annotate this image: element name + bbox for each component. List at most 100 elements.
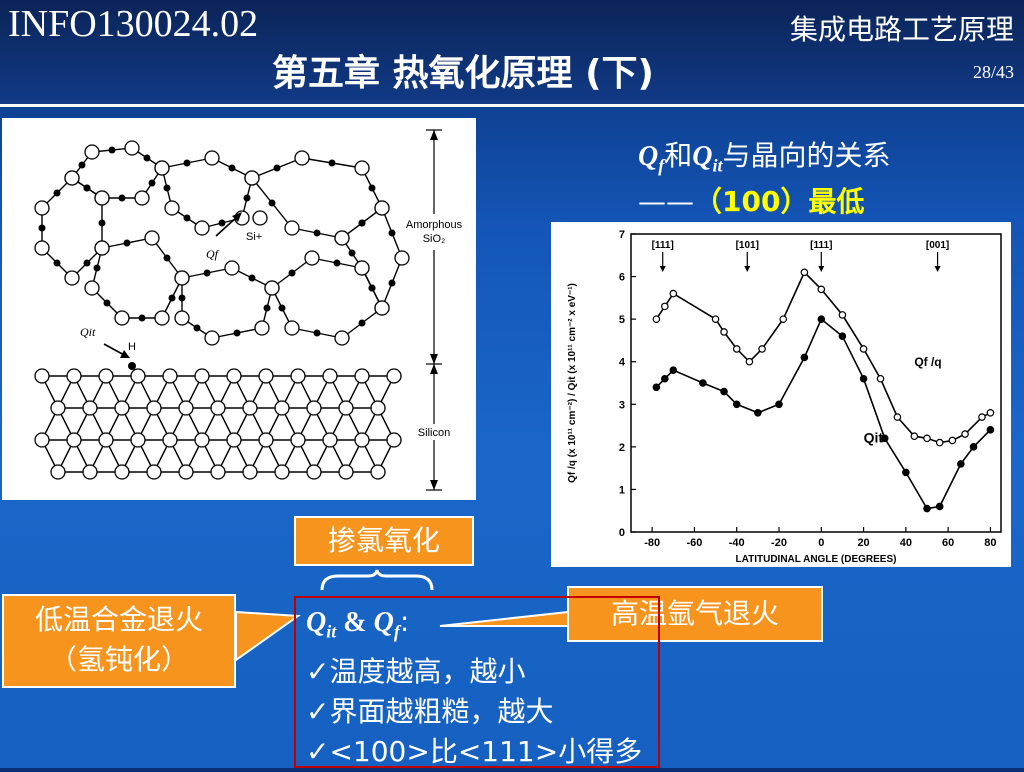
silicon-atom [306, 400, 322, 416]
y-tick-label: 2 [619, 442, 625, 454]
silicon-atom [130, 368, 146, 384]
summary-amp: & [336, 607, 374, 638]
silicon-dot [148, 179, 156, 187]
silicon-dot [183, 159, 191, 167]
silicon-dot [123, 239, 131, 247]
note-qit-symbol: Q [692, 141, 713, 172]
silicon-atom [242, 464, 258, 480]
silicon-atom [114, 464, 130, 480]
data-point [910, 432, 919, 441]
note-rest: 与晶向的关系 [722, 139, 891, 172]
silicon-dot [333, 259, 341, 267]
silicon-dot [348, 249, 356, 257]
x-axis-label: LATITUDINAL ANGLE (DEGREES) [736, 554, 897, 565]
silicon-dot [163, 254, 171, 262]
summary-item-text: 界面越粗糙，越大 [329, 694, 554, 728]
silicon-atom [226, 432, 242, 448]
oxygen-atom [284, 320, 300, 336]
data-point [745, 357, 754, 366]
y-tick-label: 0 [619, 527, 625, 539]
data-point [758, 345, 766, 353]
low-temp-line-2: （氢钝化） [48, 643, 189, 676]
orientation-arrowhead [744, 266, 751, 272]
orientation-label: [101] [736, 240, 759, 251]
relation-note: Qf和Qit与晶向的关系 ——（100）最低 [638, 138, 891, 220]
silicon-atom [258, 368, 274, 384]
silicon-dot [248, 274, 256, 282]
silicon-atom [66, 368, 82, 384]
silicon-atom [194, 368, 210, 384]
label-qit: Qit [80, 325, 96, 339]
data-point [880, 434, 889, 443]
callout-high-temp-anneal: 高温氩气退火 [567, 586, 823, 642]
x-tick-label: 60 [942, 537, 954, 549]
orientation-label: [001] [926, 240, 949, 251]
data-point [986, 426, 995, 434]
note-qit-sub: it [712, 155, 723, 176]
data-point [838, 311, 847, 319]
data-point [969, 443, 978, 451]
silicon-dot [163, 184, 171, 192]
silicon-dot [263, 304, 271, 312]
x-tick-label: 20 [857, 537, 869, 549]
silicon-atom [66, 432, 82, 448]
data-point [699, 379, 707, 387]
oxygen-atom [204, 150, 220, 166]
x-tick-label: -40 [729, 537, 745, 549]
summary-qit-sub: it [326, 621, 337, 642]
oxygen-atom [334, 230, 350, 246]
silicon-atom [82, 400, 98, 416]
series-label-qit: Qit [864, 430, 884, 446]
oxygen-atom [354, 260, 370, 276]
silicon-atom [98, 368, 114, 384]
data-point [669, 289, 678, 298]
summary-item-text: <100>比<111>小得多 [329, 734, 643, 768]
silicon-dot [183, 214, 191, 222]
data-point [732, 400, 741, 409]
low-temp-line-1: 低温合金退火 [34, 603, 203, 636]
data-point [948, 436, 957, 445]
silicon-dot [358, 219, 366, 227]
oxygen-atom [64, 170, 80, 186]
label-amorphous: Amorphous [406, 219, 463, 231]
silicon-atom [50, 400, 66, 416]
silicon-dot [218, 219, 226, 227]
silicon-dot [83, 184, 91, 192]
orientation-label: [111] [810, 240, 832, 251]
x-tick-label: 80 [984, 537, 996, 549]
silicon-atom [370, 400, 386, 416]
oxygen-atom [374, 200, 390, 216]
summary-item: ✓温度越高，越小 [306, 652, 648, 692]
silicon-atom [354, 432, 370, 448]
label-qf: Qf [206, 247, 220, 261]
y-tick-label: 1 [619, 484, 625, 496]
subject-name: 集成电路工艺原理 [789, 13, 1014, 46]
silicon-dot [168, 294, 176, 302]
silicon-atom [274, 400, 290, 416]
summary-item: ✓<100>比<111>小得多 [306, 732, 648, 772]
summary-box: Qit & Qf: ✓温度越高，越小 ✓界面越粗糙，越大 ✓<100>比<111… [294, 596, 660, 768]
data-point [923, 434, 931, 443]
silicon-dot [243, 194, 251, 202]
silicon-atom [114, 400, 130, 416]
oxygen-atom [124, 140, 140, 156]
plot-frame [630, 233, 1002, 533]
silicon-dot [193, 324, 201, 332]
data-point [732, 345, 741, 353]
y-tick-label: 4 [619, 357, 626, 369]
data-point [817, 315, 826, 323]
silicon-dot [93, 264, 101, 272]
data-point [775, 400, 783, 409]
note-line-1: Qf和Qit与晶向的关系 [638, 138, 891, 184]
data-point [893, 413, 902, 421]
note-qf-sub: f [658, 155, 665, 176]
oxygen-atom [154, 160, 170, 176]
silicon-atom [370, 464, 386, 480]
silicon-atom [210, 400, 226, 416]
summary-colon: : [399, 605, 410, 638]
oxide-structure-figure: Amorphous SiO₂ Silicon Qf Si+ Qit H [2, 118, 476, 500]
data-point [720, 328, 728, 336]
silicon-dot [38, 224, 46, 232]
series-label-qf: Qf /q [914, 355, 941, 369]
